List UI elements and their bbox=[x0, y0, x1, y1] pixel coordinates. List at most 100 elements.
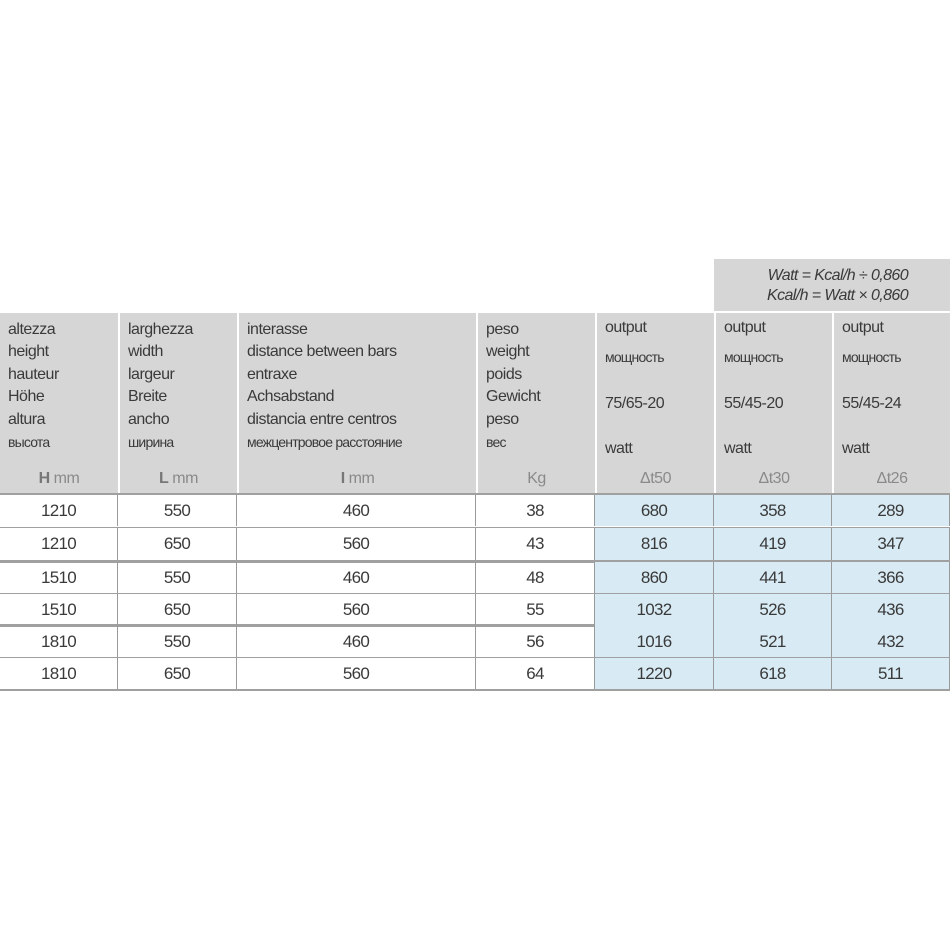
header-label: altezza bbox=[8, 321, 56, 338]
table-cell: 816 bbox=[595, 528, 714, 560]
table-cell: 436 bbox=[832, 594, 950, 626]
row-divider bbox=[0, 657, 950, 658]
table-cell: 1810 bbox=[0, 626, 118, 657]
output-label-ru: мощность bbox=[842, 349, 902, 365]
header-unit: H mm bbox=[38, 470, 80, 487]
header-height: altezza height hauteur Höhe altura высота H mm bbox=[0, 313, 118, 493]
table-cell: 64 bbox=[476, 658, 595, 689]
header-width: larghezza width largeur Breite ancho ширина L … bbox=[120, 313, 237, 493]
table-row: 1810 550 460 56 1016 521 432 bbox=[0, 626, 950, 658]
table-cell: 560 bbox=[237, 658, 476, 689]
header-label: interasse bbox=[247, 321, 308, 338]
output-label: output bbox=[842, 319, 884, 336]
output-delta: Δt30 bbox=[758, 470, 790, 487]
table-cell: 56 bbox=[476, 626, 595, 657]
header-label: peso bbox=[486, 410, 519, 428]
table-cell: 560 bbox=[237, 528, 476, 560]
conversion-formula: Watt = Kcal/h ÷ 0,860 Kcal/h = Watt × 0,… bbox=[714, 259, 950, 311]
table-cell: 550 bbox=[118, 495, 237, 526]
table-cell: 43 bbox=[476, 528, 595, 560]
header-label-ru: вес bbox=[486, 434, 506, 451]
table-cell: 460 bbox=[237, 562, 476, 593]
table-cell: 1510 bbox=[0, 594, 118, 626]
output-temps: 55/45-24 bbox=[842, 395, 902, 412]
table-row: 1210 650 560 43 816 419 347 bbox=[0, 528, 950, 560]
table-cell: 1810 bbox=[0, 658, 118, 689]
row-divider bbox=[0, 689, 950, 691]
table-cell: 55 bbox=[476, 594, 595, 626]
table-row: 1210 550 460 38 680 358 289 bbox=[0, 495, 950, 527]
table-cell: 650 bbox=[118, 658, 237, 689]
header-label-ru: ширина bbox=[128, 434, 174, 451]
output-delta: Δt26 bbox=[876, 470, 908, 487]
header-label: largeur bbox=[128, 365, 175, 383]
formula-line-1: Watt = Kcal/h ÷ 0,860 bbox=[767, 267, 909, 284]
header-distance: interasse distance between bars entraxe Ach… bbox=[239, 313, 476, 493]
table-cell: 650 bbox=[118, 528, 237, 560]
header-unit: L mm bbox=[159, 470, 198, 487]
header-output-Δt26: output мощность 55/45-24 watt Δt26 bbox=[834, 313, 950, 493]
table-cell: 419 bbox=[714, 528, 832, 560]
header-label: ancho bbox=[128, 410, 170, 428]
header-label: entraxe bbox=[247, 365, 297, 383]
table-cell: 1032 bbox=[595, 594, 714, 626]
header-label: hauteur bbox=[8, 365, 59, 383]
header-label: Achsabstand bbox=[247, 388, 335, 406]
output-unit: watt bbox=[842, 440, 870, 457]
row-divider bbox=[0, 593, 950, 594]
formula-line-2: Kcal/h = Watt × 0,860 bbox=[767, 287, 909, 304]
header-unit: Kg bbox=[527, 470, 546, 487]
table-cell: 1016 bbox=[595, 626, 714, 657]
header-weight: peso weight poids Gewicht peso вес Kg bbox=[478, 313, 595, 493]
output-temps: 75/65-20 bbox=[605, 395, 665, 412]
header-label: distancia entre centros bbox=[247, 410, 397, 428]
table-cell: 511 bbox=[832, 658, 950, 689]
output-label-ru: мощность bbox=[605, 349, 665, 365]
header-label: distance between bars bbox=[247, 343, 397, 361]
output-label: output bbox=[605, 319, 647, 336]
header-label: Breite bbox=[128, 388, 167, 406]
header-label-ru: межцентровое расстояние bbox=[247, 434, 403, 451]
table-cell: 521 bbox=[714, 626, 832, 657]
table-cell: 550 bbox=[118, 626, 237, 657]
header-label: weight bbox=[486, 343, 530, 361]
output-unit: watt bbox=[724, 440, 752, 457]
header-label: height bbox=[8, 343, 49, 361]
header-label: peso bbox=[486, 321, 519, 338]
header-unit: I mm bbox=[340, 470, 375, 487]
row-divider bbox=[0, 560, 950, 563]
table-cell: 460 bbox=[237, 626, 476, 657]
header-output-Δt50: output мощность 75/65-20 watt Δt50 bbox=[597, 313, 714, 493]
output-label: output bbox=[724, 319, 766, 336]
table-cell: 560 bbox=[237, 594, 476, 626]
header-label: Gewicht bbox=[486, 388, 541, 406]
table-cell: 1510 bbox=[0, 562, 118, 593]
table-cell: 289 bbox=[832, 495, 950, 526]
header-label: Höhe bbox=[8, 388, 45, 406]
header-label: altura bbox=[8, 410, 46, 428]
table-cell: 358 bbox=[714, 495, 832, 526]
table-cell: 860 bbox=[595, 562, 714, 593]
table-cell: 48 bbox=[476, 562, 595, 593]
row-divider bbox=[0, 493, 950, 495]
table-cell: 1220 bbox=[595, 658, 714, 689]
header-output-Δt30: output мощность 55/45-20 watt Δt30 bbox=[716, 313, 832, 493]
output-temps: 55/45-20 bbox=[724, 395, 784, 412]
table-cell: 38 bbox=[476, 495, 595, 526]
header-label-ru: высота bbox=[8, 434, 50, 451]
row-divider bbox=[0, 527, 950, 528]
table-cell: 366 bbox=[832, 562, 950, 593]
table-cell: 441 bbox=[714, 562, 832, 593]
table-row: 1510 650 560 55 1032 526 436 bbox=[0, 594, 950, 626]
output-unit: watt bbox=[605, 440, 633, 457]
table-cell: 1210 bbox=[0, 528, 118, 560]
table-cell: 680 bbox=[595, 495, 714, 526]
table-cell: 526 bbox=[714, 594, 832, 626]
output-delta: Δt50 bbox=[640, 470, 671, 487]
header-label: larghezza bbox=[128, 321, 193, 338]
header-label: width bbox=[128, 343, 163, 361]
table-cell: 347 bbox=[832, 528, 950, 560]
table-row: 1510 550 460 48 860 441 366 bbox=[0, 562, 950, 594]
table-cell: 460 bbox=[237, 495, 476, 526]
table-row: 1810 650 560 64 1220 618 511 bbox=[0, 658, 950, 690]
